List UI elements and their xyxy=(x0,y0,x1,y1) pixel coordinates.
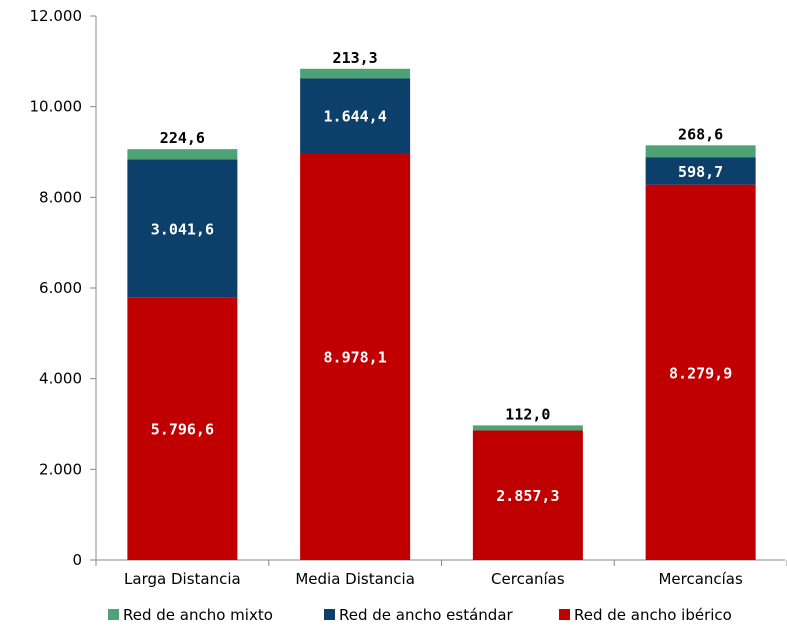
y-tick-label: 2.000 xyxy=(39,460,82,478)
data-label: 598,7 xyxy=(678,163,723,181)
data-label: 112,0 xyxy=(505,405,550,423)
data-label: 8.978,1 xyxy=(324,348,387,366)
bar-segment xyxy=(645,157,756,185)
legend-label: Red de ancho ibérico xyxy=(574,606,732,624)
y-tick-label: 12.000 xyxy=(30,7,83,25)
bar-segment xyxy=(127,149,238,160)
legend-label: Red de ancho mixto xyxy=(123,606,273,624)
data-label: 3.041,6 xyxy=(151,220,214,238)
bar-segment xyxy=(127,159,238,298)
bar-segment xyxy=(127,297,238,560)
data-label: 2.857,3 xyxy=(496,487,559,505)
y-tick-label: 4.000 xyxy=(39,370,82,388)
legend-swatch xyxy=(108,609,119,620)
data-label: 5.796,6 xyxy=(151,421,214,439)
bar-segment xyxy=(645,145,756,158)
bar-segment xyxy=(300,68,411,79)
bar-segment xyxy=(472,430,583,560)
y-tick-label: 10.000 xyxy=(30,98,83,116)
bar-segment xyxy=(645,184,756,560)
x-tick-label: Mercancías xyxy=(658,570,743,588)
data-label: 8.279,9 xyxy=(669,364,732,382)
data-labels: 5.796,6 3.041,6 224,6 8.978,1 1.644,4 213,3 2.… xyxy=(151,49,732,505)
y-tick-label: 6.000 xyxy=(39,279,82,297)
x-tick-label: Media Distancia xyxy=(295,570,415,588)
x-tick-label: Cercanías xyxy=(491,570,565,588)
bar-segment xyxy=(300,78,411,153)
legend-label: Red de ancho estándar xyxy=(339,606,514,624)
data-label: 268,6 xyxy=(678,125,723,143)
data-label: 1.644,4 xyxy=(324,108,387,126)
bar-segment xyxy=(300,152,411,560)
data-label: 224,6 xyxy=(160,129,205,147)
data-label: 213,3 xyxy=(333,49,378,67)
y-tick-label: 8.000 xyxy=(39,188,82,206)
legend-swatch xyxy=(559,609,570,620)
x-tick-label: Larga Distancia xyxy=(124,570,241,588)
legend: Red de ancho mixto Red de ancho estándar R… xyxy=(108,606,732,624)
bars xyxy=(127,68,756,560)
y-tick-label: 0 xyxy=(72,551,82,569)
bar-segment xyxy=(472,425,583,431)
legend-swatch xyxy=(324,609,335,620)
axes: 0 2.000 4.000 6.000 8.000 10.000 12.000 Larga D… xyxy=(30,7,787,588)
